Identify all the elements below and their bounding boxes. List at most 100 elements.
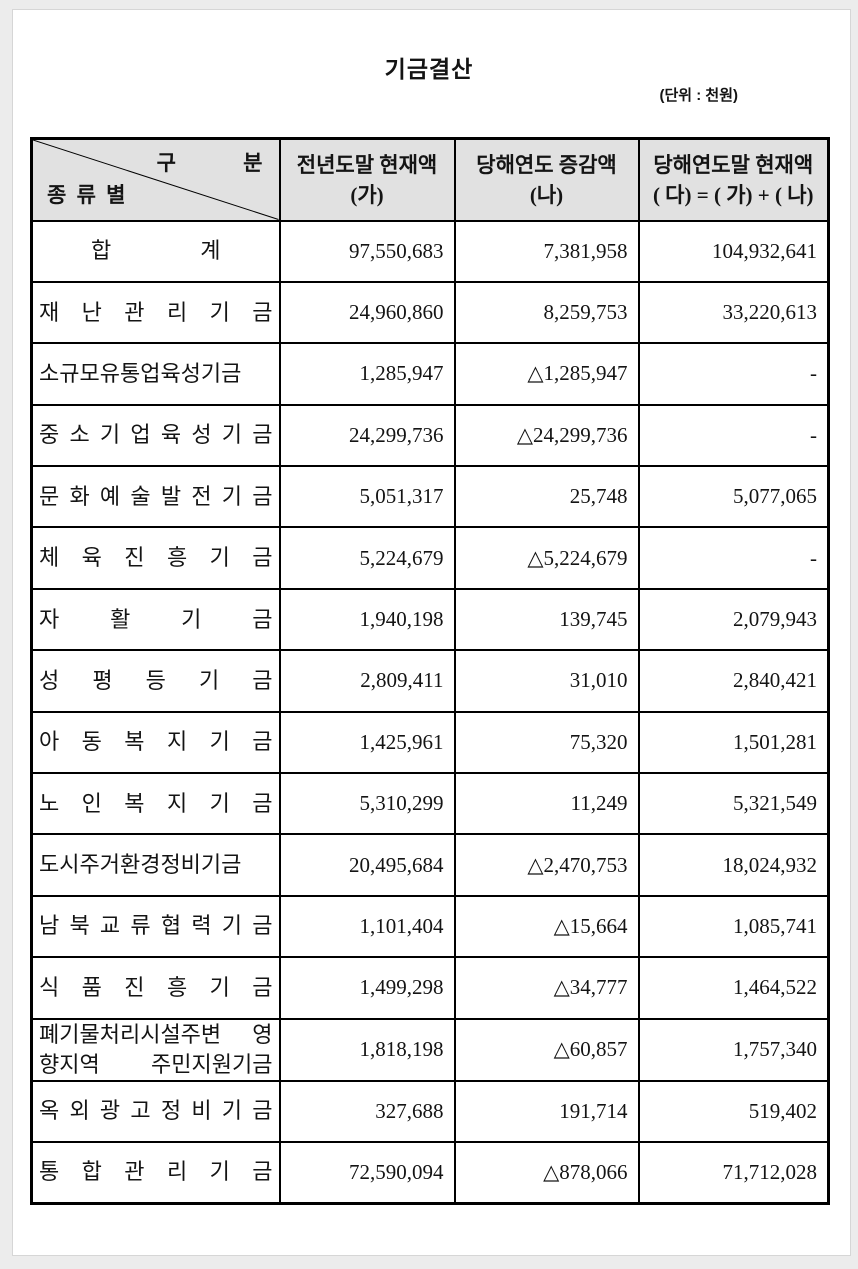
column-header-line2: ( 다) = ( 가) + ( 나) bbox=[652, 182, 814, 207]
diagonal-divider-line bbox=[33, 140, 279, 220]
column-header-line2: (나) bbox=[529, 182, 564, 207]
fund-name-cell: 문 화 예 술 발 전 기 금 bbox=[30, 465, 281, 529]
fund-name-line: 재 난 관 리 기 금 bbox=[39, 299, 273, 325]
fund-name-cell: 아 동 복 지 기 금 bbox=[30, 710, 281, 775]
table-row: 체 육 진 흥 기 금 5,224,679 △5,224,679- bbox=[30, 526, 830, 590]
end-amount-cell: 18,024,932 bbox=[637, 833, 830, 897]
end-amount-cell: - bbox=[637, 403, 830, 468]
change-amount-cell: 139,745 bbox=[453, 587, 640, 652]
header-row: 구 분 종 류 별 전년도말 현재액 (가) 당해연도 증감액 (나) 당해연도… bbox=[30, 137, 830, 222]
fund-name-line: 합 계 bbox=[91, 238, 221, 264]
end-amount-cell: - bbox=[637, 342, 830, 406]
fund-name-line: 아 동 복 지 기 금 bbox=[39, 729, 273, 755]
fund-name-line: 성 평 등 기 금 bbox=[39, 667, 273, 693]
unit-note: (단위 : 천원) bbox=[659, 87, 738, 104]
prev-amount-cell: 1,101,404 bbox=[278, 894, 456, 959]
fund-name-line: 자 활 기 금 bbox=[39, 606, 273, 632]
table-row: 도시주거환경정비기금 20,495,684 △2,470,753 18,024,932 bbox=[30, 833, 830, 897]
end-amount-cell: 1,464,522 bbox=[637, 956, 830, 1020]
change-amount-cell: 7,381,958 bbox=[453, 219, 640, 283]
table-header: 구 분 종 류 별 전년도말 현재액 (가) 당해연도 증감액 (나) 당해연도… bbox=[30, 137, 830, 222]
fund-name-cell: 통 합 관 리 기 금 bbox=[30, 1140, 281, 1205]
column-header-end-amount: 당해연도말 현재액 ( 다) = ( 가) + ( 나) bbox=[637, 137, 830, 222]
column-header-line1: 당해연도 증감액 bbox=[476, 152, 617, 177]
prev-amount-cell: 1,425,961 bbox=[278, 710, 456, 775]
table-row: 아 동 복 지 기 금 1,425,961 75,320 1,501,281 bbox=[30, 710, 830, 775]
fund-name-cell: 옥 외 광 고 정 비 기 금 bbox=[30, 1079, 281, 1143]
fund-name-line: 폐기물처리시설주변 영 bbox=[39, 1021, 273, 1047]
prev-amount-cell: 1,499,298 bbox=[278, 956, 456, 1020]
end-amount-cell: 1,085,741 bbox=[637, 894, 830, 959]
prev-amount-cell: 24,299,736 bbox=[278, 403, 456, 468]
change-amount-cell: △2,470,753 bbox=[453, 833, 640, 897]
table-row: 식 품 진 흥 기 금 1,499,298 △34,777 1,464,522 bbox=[30, 956, 830, 1020]
column-header-line1: 전년도말 현재액 bbox=[296, 152, 438, 177]
change-amount-cell: 31,010 bbox=[453, 649, 640, 713]
fund-name-cell: 노 인 복 지 기 금 bbox=[30, 772, 281, 836]
prev-amount-cell: 97,550,683 bbox=[278, 219, 456, 283]
fund-name-cell: 식 품 진 흥 기 금 bbox=[30, 956, 281, 1020]
prev-amount-cell: 5,224,679 bbox=[278, 526, 456, 590]
end-amount-cell: 33,220,613 bbox=[637, 280, 830, 345]
fund-name-line: 도시주거환경정비기금 bbox=[39, 852, 242, 878]
prev-amount-cell: 72,590,094 bbox=[278, 1140, 456, 1205]
prev-amount-cell: 24,960,860 bbox=[278, 280, 456, 345]
fund-name-line: 남 북 교 류 협 력 기 금 bbox=[39, 913, 273, 939]
prev-amount-cell: 2,809,411 bbox=[278, 649, 456, 713]
change-amount-cell: △60,857 bbox=[453, 1017, 640, 1082]
fund-name-cell: 남 북 교 류 협 력 기 금 bbox=[30, 894, 281, 959]
fund-name-cell: 성 평 등 기 금 bbox=[30, 649, 281, 713]
fund-name-line: 중 소 기 업 육 성 기 금 bbox=[39, 422, 273, 448]
fund-name-line: 향지역 주민지원기금 bbox=[39, 1051, 273, 1077]
fund-name-line: 소규모유통업육성기금 bbox=[39, 360, 242, 386]
change-amount-cell: △15,664 bbox=[453, 894, 640, 959]
table-body: 합 계 97,550,683 7,381,958 104,932,641 재 난 관 리… bbox=[30, 219, 830, 1205]
column-header-change-amount: 당해연도 증감액 (나) bbox=[453, 137, 640, 222]
table-row: 합 계 97,550,683 7,381,958 104,932,641 bbox=[30, 219, 830, 283]
prev-amount-cell: 20,495,684 bbox=[278, 833, 456, 897]
column-header-line1: 당해연도말 현재액 bbox=[653, 152, 814, 177]
fund-name-cell: 자 활 기 금 bbox=[30, 587, 281, 652]
end-amount-cell: 2,840,421 bbox=[637, 649, 830, 713]
end-amount-cell: 2,079,943 bbox=[637, 587, 830, 652]
change-amount-cell: △24,299,736 bbox=[453, 403, 640, 468]
fund-name-cell: 소규모유통업육성기금 bbox=[30, 342, 281, 406]
change-amount-cell: 11,249 bbox=[453, 772, 640, 836]
column-header-prev-amount: 전년도말 현재액 (가) bbox=[278, 137, 456, 222]
fund-settlement-table: 구 분 종 류 별 전년도말 현재액 (가) 당해연도 증감액 (나) 당해연도… bbox=[30, 137, 830, 1205]
table-row: 남 북 교 류 협 력 기 금 1,101,404 △15,664 1,085,741 bbox=[30, 894, 830, 959]
fund-name-line: 체 육 진 흥 기 금 bbox=[39, 545, 273, 571]
corner-bottom-label: 종 류 별 bbox=[47, 182, 126, 207]
prev-amount-cell: 1,940,198 bbox=[278, 587, 456, 652]
prev-amount-cell: 327,688 bbox=[278, 1079, 456, 1143]
end-amount-cell: 5,077,065 bbox=[637, 465, 830, 529]
table-row: 자 활 기 금 1,940,198 139,745 2,079,943 bbox=[30, 587, 830, 652]
table-row: 문 화 예 술 발 전 기 금 5,051,317 25,748 5,077,065 bbox=[30, 465, 830, 529]
table-row: 성 평 등 기 금 2,809,411 31,010 2,840,421 bbox=[30, 649, 830, 713]
corner-header-cell: 구 분 종 류 별 bbox=[30, 137, 281, 222]
prev-amount-cell: 1,285,947 bbox=[278, 342, 456, 406]
change-amount-cell: 8,259,753 bbox=[453, 280, 640, 345]
prev-amount-cell: 1,818,198 bbox=[278, 1017, 456, 1082]
change-amount-cell: 191,714 bbox=[453, 1079, 640, 1143]
fund-name-cell: 체 육 진 흥 기 금 bbox=[30, 526, 281, 590]
change-amount-cell: △1,285,947 bbox=[453, 342, 640, 406]
corner-top-label: 구 분 bbox=[156, 151, 263, 175]
fund-name-cell: 재 난 관 리 기 금 bbox=[30, 280, 281, 345]
change-amount-cell: 75,320 bbox=[453, 710, 640, 775]
change-amount-cell: △34,777 bbox=[453, 956, 640, 1020]
fund-name-line: 노 인 복 지 기 금 bbox=[39, 790, 273, 816]
table-row: 소규모유통업육성기금 1,285,947 △1,285,947- bbox=[30, 342, 830, 406]
fund-name-line: 문 화 예 술 발 전 기 금 bbox=[39, 483, 273, 509]
end-amount-cell: 519,402 bbox=[637, 1079, 830, 1143]
table-row: 중 소 기 업 육 성 기 금 24,299,736 △24,299,736- bbox=[30, 403, 830, 468]
fund-name-line: 통 합 관 리 기 금 bbox=[39, 1159, 273, 1185]
prev-amount-cell: 5,051,317 bbox=[278, 465, 456, 529]
end-amount-cell: 5,321,549 bbox=[637, 772, 830, 836]
change-amount-cell: 25,748 bbox=[453, 465, 640, 529]
table-row: 폐기물처리시설주변 영 향지역 주민지원기금 1,818,198 △60,857 1,7… bbox=[30, 1017, 830, 1082]
table-row: 노 인 복 지 기 금 5,310,299 11,249 5,321,549 bbox=[30, 772, 830, 836]
table-row: 옥 외 광 고 정 비 기 금 327,688 191,714 519,402 bbox=[30, 1079, 830, 1143]
